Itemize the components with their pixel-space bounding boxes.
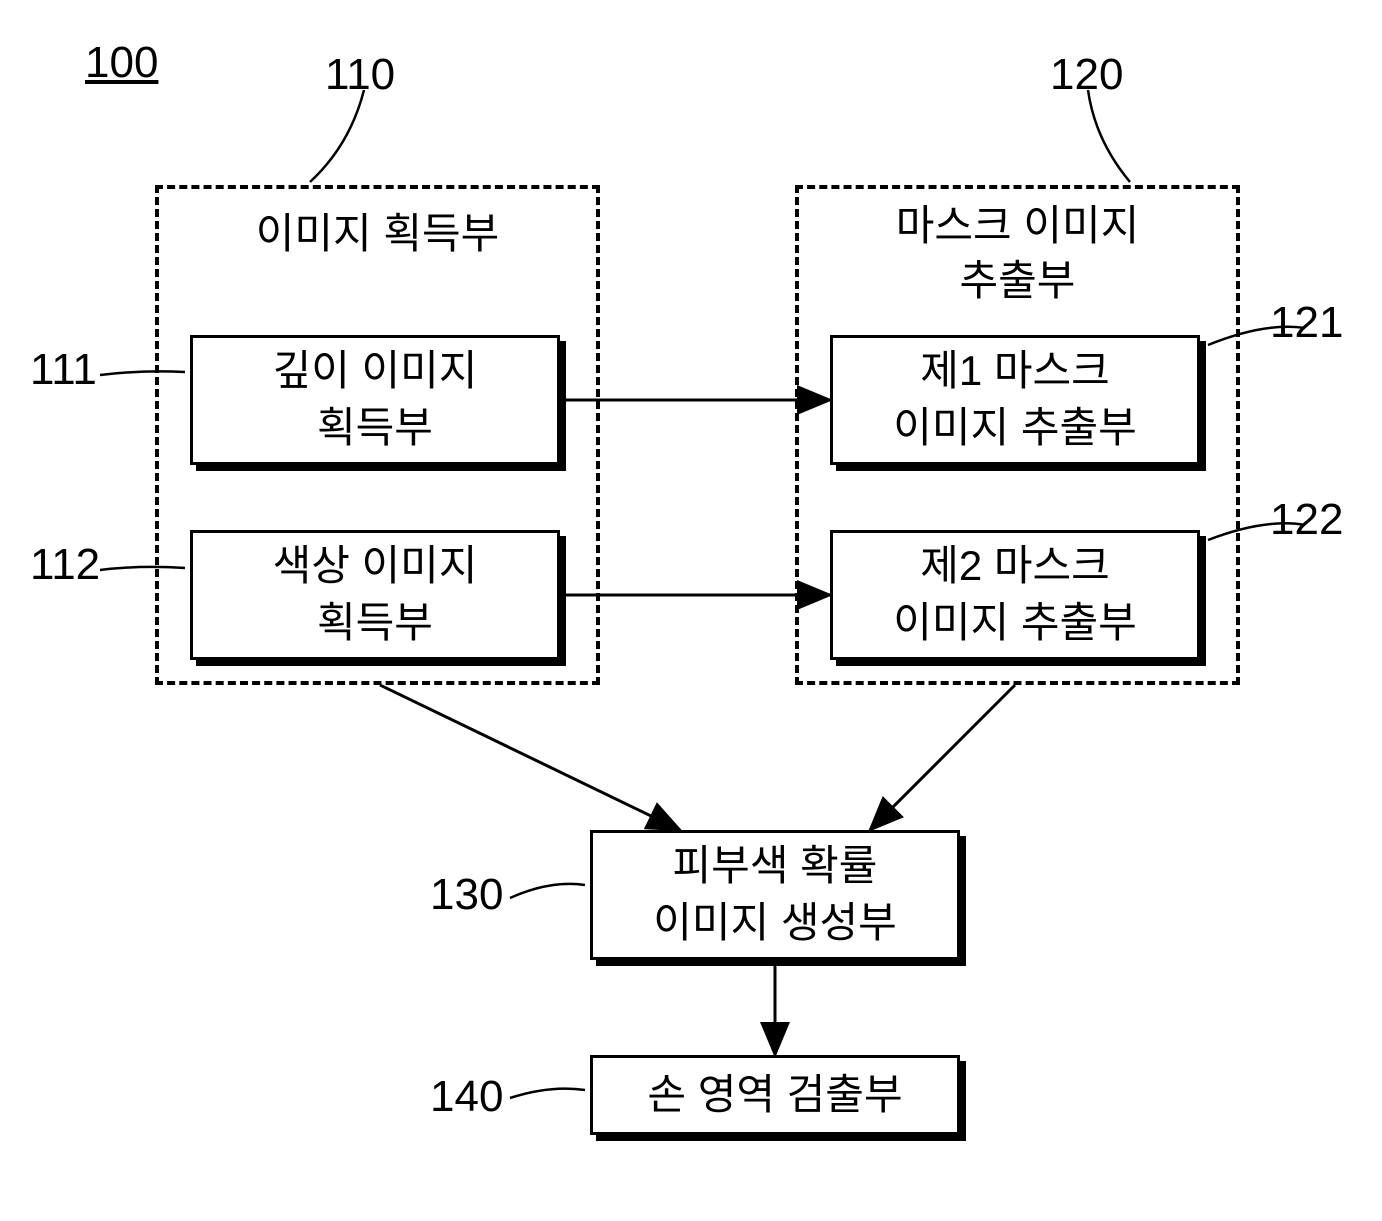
group-110-title: 이미지 획득부 — [159, 207, 596, 262]
ref-122: 122 — [1270, 495, 1343, 545]
group-120-title: 마스크 이미지 추출부 — [799, 199, 1236, 308]
block-111-text: 깊이 이미지 획득부 — [265, 343, 486, 456]
block-140-text: 손 영역 검출부 — [639, 1067, 910, 1124]
block-130-text: 피부색 확률 이미지 생성부 — [645, 838, 905, 951]
block-122-text: 제2 마스크 이미지 추출부 — [885, 538, 1145, 651]
block-140: 손 영역 검출부 — [590, 1055, 960, 1135]
block-112: 색상 이미지 획득부 — [190, 530, 560, 660]
ref-121: 121 — [1270, 298, 1343, 348]
ref-140: 140 — [430, 1072, 503, 1122]
ref-120: 120 — [1050, 50, 1123, 100]
block-111: 깊이 이미지 획득부 — [190, 335, 560, 465]
ref-111: 111 — [30, 345, 97, 395]
ref-110: 110 — [325, 50, 395, 100]
ref-130: 130 — [430, 870, 503, 920]
block-122: 제2 마스크 이미지 추출부 — [830, 530, 1200, 660]
block-112-text: 색상 이미지 획득부 — [265, 538, 486, 651]
block-130: 피부색 확률 이미지 생성부 — [590, 830, 960, 960]
ref-112: 112 — [30, 540, 100, 590]
block-121-text: 제1 마스크 이미지 추출부 — [885, 343, 1145, 456]
diagram-title: 100 — [85, 38, 158, 88]
block-121: 제1 마스크 이미지 추출부 — [830, 335, 1200, 465]
